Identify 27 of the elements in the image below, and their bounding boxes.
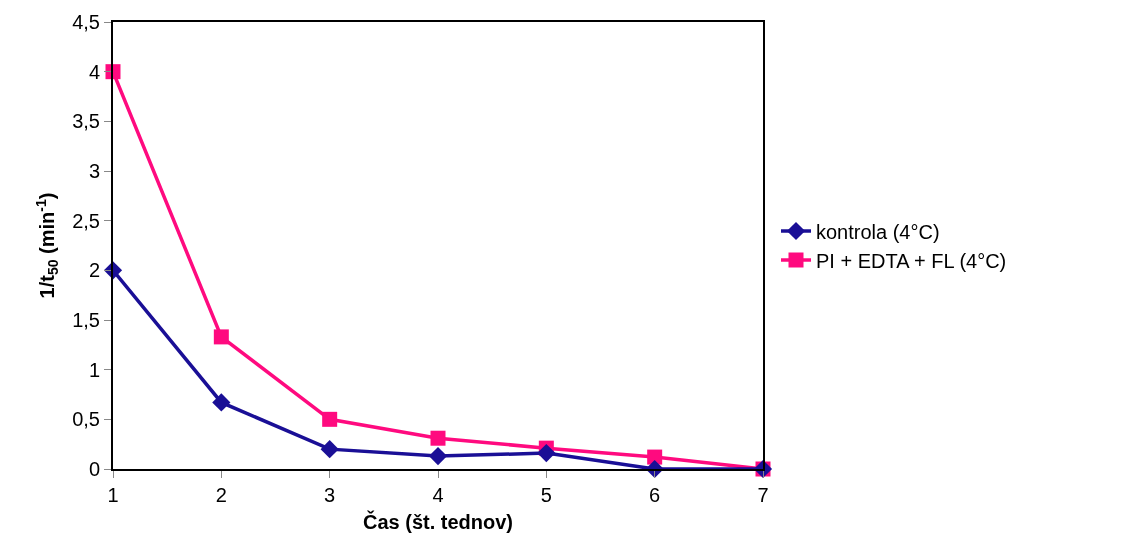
x-tick-label: 5 — [540, 484, 552, 506]
point — [212, 393, 231, 412]
y-tick-label: 3 — [88, 160, 100, 182]
x-tick-label: 7 — [757, 484, 769, 506]
point — [213, 329, 229, 345]
x-tick-label: 4 — [432, 484, 444, 506]
point — [537, 444, 556, 463]
point — [428, 446, 448, 466]
y-tick-label: 3,5 — [72, 110, 100, 133]
x-axis-title: Čas (št. tednov) — [362, 510, 514, 533]
y-tick-label: 4,5 — [72, 11, 100, 33]
y-tick-label: 2 — [88, 259, 100, 282]
x-tick-label: 6 — [649, 484, 661, 506]
point — [430, 430, 446, 446]
y-tick-label: 2,5 — [72, 209, 100, 232]
x-tick-label: 1 — [107, 484, 119, 506]
point — [322, 411, 338, 427]
legend-label: kontrola (4°C) — [816, 220, 940, 243]
x-tick-label: 2 — [215, 484, 227, 506]
y-tick-label: 1 — [88, 358, 100, 381]
point — [320, 440, 339, 459]
y-tick-label: 1,5 — [72, 309, 100, 331]
x-tick-label: 3 — [324, 484, 336, 506]
y-tick-label: 0 — [88, 458, 100, 480]
legend-label: PI + EDTA + FL (4°C) — [816, 249, 1007, 272]
y-tick-label: 4 — [88, 60, 100, 83]
y-tick-label: 0,5 — [72, 408, 100, 431]
